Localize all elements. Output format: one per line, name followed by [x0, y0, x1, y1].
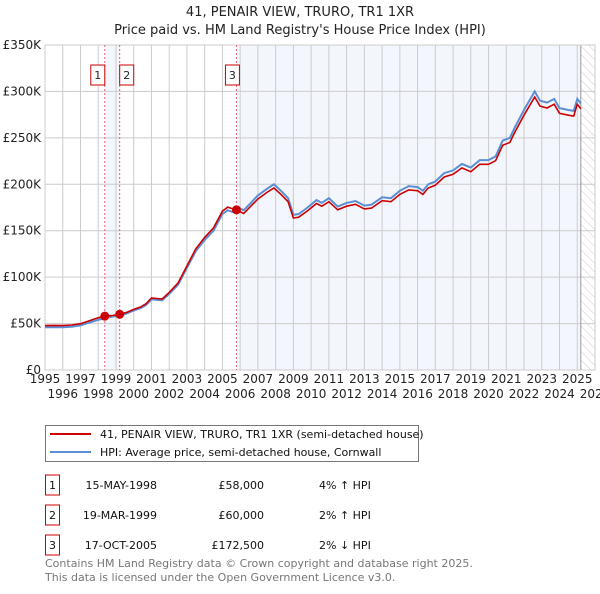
sale-label-box — [90, 64, 106, 86]
x-tick-label: 1997 — [65, 372, 96, 386]
x-tick-label: 2002 — [154, 387, 185, 401]
y-tick-label: £200K — [3, 177, 43, 191]
x-tick-label: 2021 — [491, 372, 522, 386]
row-number-box — [45, 474, 60, 496]
legend-hpi-label: HPI: Average price, semi-detached house,… — [100, 446, 381, 459]
x-tick-label: 2017 — [420, 372, 451, 386]
x-tick-label: 2007 — [243, 372, 274, 386]
x-tick-label: 2018 — [438, 387, 469, 401]
row-date: 17-OCT-2005 — [85, 539, 157, 552]
y-tick-label: £50K — [10, 317, 42, 331]
row-number-box — [45, 504, 60, 526]
row-date: 15-MAY-1998 — [85, 479, 157, 492]
row-number: 2 — [49, 509, 56, 522]
y-tick-label: £250K — [3, 131, 43, 145]
x-tick-label: 2025 — [562, 372, 593, 386]
plot-area: 1995199619971998199920002001200220032004… — [3, 38, 600, 401]
x-tick-label: 2024 — [544, 387, 575, 401]
x-tick-label: 2011 — [314, 372, 345, 386]
sale-label-box — [224, 64, 240, 86]
x-tick-label: 1996 — [47, 387, 78, 401]
x-tick-label: 2022 — [509, 387, 540, 401]
x-tick-label: 2008 — [260, 387, 291, 401]
row-number: 3 — [49, 539, 56, 552]
shaded-period — [104, 45, 120, 370]
footer-line-2: This data is licensed under the Open Gov… — [44, 571, 395, 584]
chart-title: 41, PENAIR VIEW, TRURO, TR1 1XR — [186, 5, 414, 20]
x-tick-label: 1999 — [101, 372, 132, 386]
x-tick-label: 2012 — [331, 387, 362, 401]
shaded-period — [236, 45, 581, 370]
row-date: 19-MAR-1999 — [83, 509, 157, 522]
x-tick-label: 2004 — [189, 387, 220, 401]
x-tick-label: 2016 — [402, 387, 433, 401]
sale-label-box — [119, 64, 135, 86]
sale-label-number: 1 — [94, 69, 101, 82]
row-price: £172,500 — [212, 539, 265, 552]
legend-property-label: 41, PENAIR VIEW, TRURO, TR1 1XR (semi-de… — [100, 428, 424, 441]
x-tick-label: 2001 — [136, 372, 167, 386]
x-tick-label: 2005 — [207, 372, 238, 386]
row-hpi-diff: 4% ↑ HPI — [319, 479, 371, 492]
chart-subtitle: Price paid vs. HM Land Registry's House … — [114, 23, 486, 38]
x-tick-label: 2019 — [456, 372, 487, 386]
row-number: 1 — [49, 479, 56, 492]
row-hpi-diff: 2% ↓ HPI — [319, 539, 371, 552]
x-tick-label: 2006 — [225, 387, 256, 401]
x-tick-label: 2009 — [278, 372, 309, 386]
table-row: 1 15-MAY-1998 £58,000 4% ↑ HPI — [45, 474, 371, 496]
sale-point — [100, 311, 110, 321]
x-tick-label: 2020 — [473, 387, 504, 401]
x-tick-label: 2015 — [385, 372, 416, 386]
y-tick-label: £300K — [3, 84, 43, 98]
legend-box — [45, 425, 419, 462]
x-tick-label: 2023 — [527, 372, 558, 386]
sale-point — [231, 205, 241, 215]
table-row: 3 17-OCT-2005 £172,500 2% ↓ HPI — [45, 534, 371, 556]
sale-point — [115, 309, 125, 319]
y-tick-label: £150K — [3, 224, 43, 238]
x-tick-label: 2014 — [367, 387, 398, 401]
table-row: 2 19-MAR-1999 £60,000 2% ↑ HPI — [45, 504, 371, 526]
legend: 41, PENAIR VIEW, TRURO, TR1 1XR (semi-de… — [45, 425, 424, 462]
x-tick-label: 2010 — [296, 387, 327, 401]
y-tick-label: £100K — [3, 270, 43, 284]
property-line — [44, 95, 582, 327]
y-tick-label: £0 — [26, 363, 41, 377]
row-price: £58,000 — [219, 479, 265, 492]
hpi-line — [44, 89, 582, 329]
sale-label-number: 3 — [229, 69, 236, 82]
sales-table: 1 15-MAY-1998 £58,000 4% ↑ HPI 2 19-MAR-1999 £… — [45, 474, 371, 556]
x-tick-label: 2026 — [580, 387, 600, 401]
plot-border — [44, 44, 596, 371]
x-tick-label: 2003 — [172, 372, 203, 386]
x-tick-label: 2000 — [118, 387, 149, 401]
future-hatch — [580, 45, 595, 370]
x-tick-label: 1995 — [30, 372, 61, 386]
sale-label-number: 2 — [123, 69, 130, 82]
y-tick-label: £350K — [3, 38, 43, 52]
row-hpi-diff: 2% ↑ HPI — [319, 509, 371, 522]
x-tick-label: 2013 — [349, 372, 380, 386]
row-number-box — [45, 534, 60, 556]
footer-line-1: Contains HM Land Registry data © Crown c… — [45, 557, 473, 570]
row-price: £60,000 — [219, 509, 265, 522]
x-tick-label: 1998 — [83, 387, 114, 401]
